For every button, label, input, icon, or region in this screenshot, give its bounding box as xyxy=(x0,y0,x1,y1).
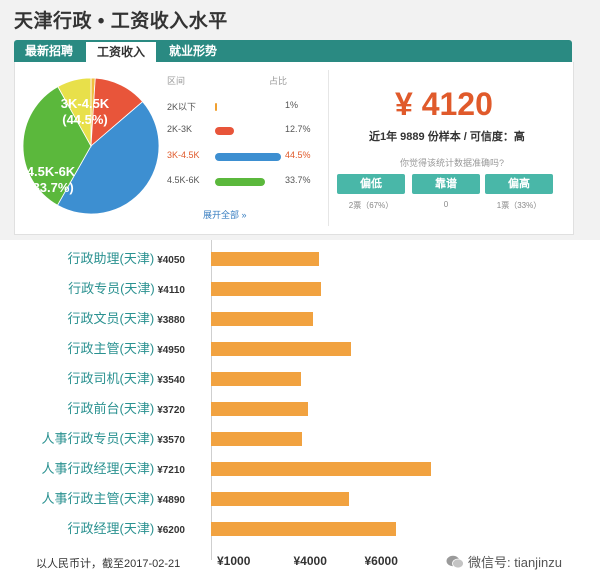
x-tick-label: ¥4000 xyxy=(293,554,327,568)
bar-category-name: 人事行政经理(天津) xyxy=(41,461,155,476)
legend-pct: 1% xyxy=(285,100,299,110)
bar-value-label: ¥4950 xyxy=(157,345,185,356)
bar-value-label: ¥7210 xyxy=(157,465,185,476)
bar-value-label: ¥3880 xyxy=(157,315,185,326)
bar-value-label: ¥3540 xyxy=(157,375,185,386)
position-salary-bar-chart: 以人民币计，截至2017-02-21 微信号: tianjinzu 行政助理(天… xyxy=(0,240,600,581)
legend-bar xyxy=(215,153,281,161)
tab-bar: 最新招聘 工资收入 就业形势 xyxy=(14,40,572,62)
page-title: 天津行政 • 工资收入水平 xyxy=(14,11,228,32)
salary-bar xyxy=(211,522,396,536)
tab-salary[interactable]: 工资收入 xyxy=(86,40,156,62)
bar-category-name: 人事行政主管(天津) xyxy=(41,491,155,506)
bar-value-label: ¥6200 xyxy=(157,525,185,536)
legend-row: 3K-4.5K 44.5% xyxy=(167,150,327,164)
salary-bar xyxy=(211,342,352,356)
legend-row: 2K-3K 12.7% xyxy=(167,124,327,138)
salary-panel: 3K-4.5K (44.5%) 4.5K-6K (33.7%) 区间 占比 2K以下 1… xyxy=(14,62,574,235)
bar-category-label: 行政前台(天津) ¥3720 xyxy=(68,398,185,420)
vote-high-button[interactable]: 偏高 xyxy=(485,174,553,194)
legend-range: 2K以下 xyxy=(167,102,197,112)
tab-employment[interactable]: 就业形势 xyxy=(168,44,217,58)
chart-footnote: 以人民币计，截至2017-02-21 xyxy=(36,558,181,570)
vote-accurate-count: 0 xyxy=(443,200,449,209)
legend-range: 2K-3K xyxy=(167,124,193,134)
pie-label-3k-4-5k-pct: (44.5%) xyxy=(62,112,108,127)
bar-category-label: 人事行政专员(天津) ¥3570 xyxy=(42,428,185,450)
salary-pie-chart: 3K-4.5K(44.5%) 4.5K-6K(33.7%) xyxy=(22,77,160,215)
bar-category-label: 行政文员(天津) ¥3880 xyxy=(68,308,185,330)
legend-pct: 33.7% xyxy=(285,175,311,185)
bar-category-label: 行政专员(天津) ¥4110 xyxy=(68,278,185,300)
salary-bar xyxy=(211,492,350,506)
sample-info: 近1年 9889 份样本 / 可信度：高 xyxy=(369,131,525,143)
bar-category-name: 行政经理(天津) xyxy=(67,521,155,536)
bar-value-label: ¥3570 xyxy=(157,435,185,446)
legend-pct: 44.5% xyxy=(285,150,311,160)
bar-value-label: ¥4890 xyxy=(157,495,185,506)
bar-category-name: 人事行政专员(天津) xyxy=(41,431,155,446)
salary-bar xyxy=(211,312,314,326)
vote-high-count: 1票（33%） xyxy=(496,201,542,210)
bar-category-name: 行政专员(天津) xyxy=(68,281,155,296)
bar-category-name: 行政助理(天津) xyxy=(67,251,155,266)
vote-low-count: 2票（67%） xyxy=(348,201,394,210)
legend-pct: 12.7% xyxy=(285,124,311,134)
vote-low-button[interactable]: 偏低 xyxy=(337,174,405,194)
salary-bar xyxy=(211,252,320,266)
legend-bar xyxy=(215,178,265,186)
legend-bar xyxy=(215,127,234,135)
legend-row: 2K以下 1% xyxy=(167,100,327,114)
bar-category-label: 行政经理(天津) ¥6200 xyxy=(68,518,185,540)
pie-label-4-5k-6k: 4.5K-6K xyxy=(27,164,76,179)
bar-category-label: 人事行政经理(天津) ¥7210 xyxy=(42,458,185,480)
bar-value-label: ¥4110 xyxy=(157,285,185,296)
bar-value-label: ¥4050 xyxy=(157,255,185,266)
watermark-text: 微信号: tianjinzu xyxy=(468,555,562,570)
vote-accurate-button[interactable]: 靠谱 xyxy=(412,174,480,194)
x-tick-label: ¥6000 xyxy=(364,554,398,568)
legend-range: 4.5K-6K xyxy=(167,175,200,185)
bar-category-name: 行政司机(天津) xyxy=(67,371,155,386)
legend-bar xyxy=(215,103,217,111)
bar-category-label: 行政司机(天津) ¥3540 xyxy=(68,368,185,390)
bar-category-name: 行政前台(天津) xyxy=(67,401,155,416)
salary-summary-card: 天津行政 • 工资收入水平 最新招聘 工资收入 就业形势 3K-4.5K (44.… xyxy=(0,0,600,240)
pie-label-4-5k-6k-pct: (33.7%) xyxy=(28,180,74,195)
bar-category-label: 行政助理(天津) ¥4050 xyxy=(68,248,185,270)
chart-axis-line xyxy=(211,240,212,560)
wechat-watermark: 微信号: tianjinzu xyxy=(446,552,562,571)
salary-bar xyxy=(211,462,432,476)
bar-category-label: 行政主管(天津) ¥4950 xyxy=(68,338,185,360)
legend-range: 3K-4.5K xyxy=(167,150,200,160)
divider xyxy=(328,70,329,226)
bar-value-label: ¥3720 xyxy=(157,405,185,416)
wechat-icon xyxy=(446,555,464,569)
expand-all-link[interactable]: 展开全部 » xyxy=(203,210,247,220)
legend-header-share: 占比 xyxy=(269,76,288,86)
slice-other xyxy=(57,77,92,148)
bar-category-name: 行政主管(天津) xyxy=(67,341,155,356)
bar-category-name: 行政文员(天津) xyxy=(67,311,155,326)
accuracy-question: 你觉得该统计数据准确吗? xyxy=(400,158,505,168)
pie-label-3k-4-5k: 3K-4.5K xyxy=(61,96,110,111)
bar-category-label: 人事行政主管(天津) ¥4890 xyxy=(42,488,185,510)
salary-bar xyxy=(211,402,308,416)
average-salary: ¥ 4120 xyxy=(395,86,493,122)
tab-latest-jobs[interactable]: 最新招聘 xyxy=(24,44,73,58)
legend-header-range: 区间 xyxy=(167,76,186,86)
x-tick-label: ¥1000 xyxy=(217,554,251,568)
salary-bar xyxy=(211,432,303,446)
salary-bar xyxy=(211,282,322,296)
slice-3k-4-5k xyxy=(56,101,160,215)
legend-row: 4.5K-6K 33.7% xyxy=(167,175,327,189)
salary-bar xyxy=(211,372,302,386)
